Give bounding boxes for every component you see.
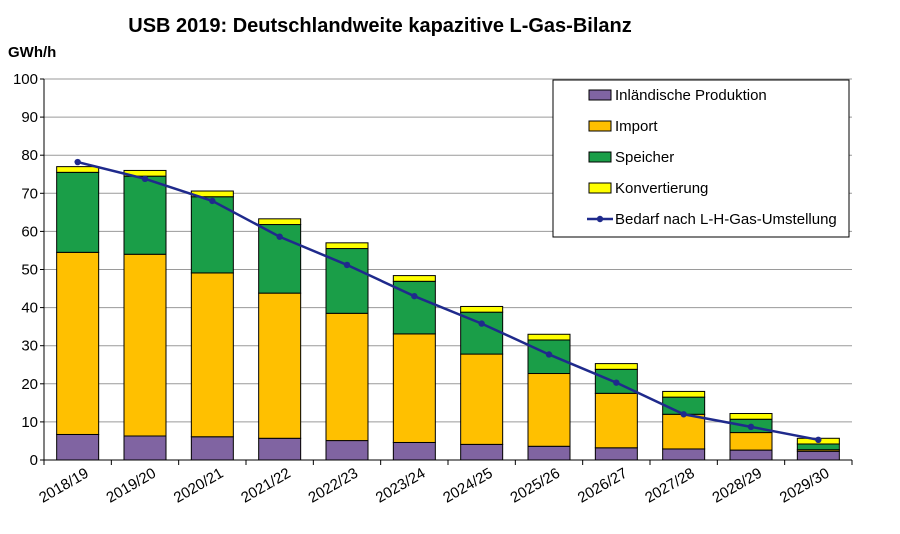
- bar-inl-ndische-produktion-2026-27: [594, 447, 638, 461]
- bar-konvertierung-2024-25: [460, 305, 504, 313]
- bar-speicher-2025-26: [527, 339, 571, 375]
- x-ticks: 2018/19 2019/20 2020/21 2021/22 2022/23 2023/…: [36, 465, 832, 507]
- bar-import-2019-20: [123, 253, 167, 437]
- x-tick-label: 2023/24: [373, 465, 428, 507]
- bar-import-2021-22: [258, 292, 302, 439]
- bar-import-2028-29: [729, 432, 773, 451]
- bar-import-2024-25: [460, 353, 504, 445]
- bar-konvertierung-2018-19: [56, 166, 100, 173]
- y-tick-label: 70: [21, 185, 38, 202]
- y-tick-label: 40: [21, 300, 38, 317]
- y-tick-label: 90: [21, 109, 38, 126]
- y-axis-label: GWh/h: [8, 44, 56, 61]
- bar-speicher-2019-20: [123, 175, 167, 255]
- y-tick-label: 0: [30, 452, 38, 469]
- x-tick-label: 2018/19: [36, 465, 91, 507]
- bar-inl-ndische-produktion-2023-24: [392, 441, 436, 461]
- x-tick-label: 2029/30: [777, 465, 832, 507]
- line-point-2022-23: [343, 261, 351, 269]
- bar-inl-ndische-produktion-2028-29: [729, 449, 773, 461]
- bar-import-2023-24: [392, 333, 436, 443]
- bar-inl-ndische-produktion-2021-22: [258, 437, 302, 461]
- legend-label-inl-ndische-produktion: Inländische Produktion: [615, 87, 767, 104]
- chart-title: USB 2019: Deutschlandweite kapazitive L-…: [128, 15, 632, 37]
- line-point-2020-21: [209, 197, 216, 205]
- line-bedarf-nach-l-h-gas-umstellung: [77, 160, 819, 442]
- legend-label-import: Import: [615, 118, 658, 135]
- bar-speicher-2029-30: [796, 443, 840, 451]
- bar-konvertierung-2021-22: [258, 218, 302, 226]
- bar-inl-ndische-produktion-2024-25: [460, 443, 504, 461]
- x-tick-label: 2021/22: [238, 465, 293, 507]
- line-point-2021-22: [276, 233, 283, 240]
- bar-inl-ndische-produktion-2025-26: [527, 445, 571, 461]
- y-tick-label: 50: [21, 262, 38, 279]
- bar-import-2022-23: [325, 312, 369, 442]
- legend-swatch-inl-ndische-produktion: [588, 89, 612, 101]
- bar-import-2018-19: [56, 251, 100, 435]
- y-tick-label: 100: [13, 71, 38, 88]
- legend-marker: [596, 215, 604, 223]
- legend-swatch-import: [588, 120, 612, 132]
- legend-label-speicher: Speicher: [615, 149, 674, 166]
- x-tick-label: 2026/27: [575, 465, 630, 507]
- bar-import-2026-27: [594, 392, 638, 449]
- bar-konvertierung-2022-23: [325, 242, 369, 250]
- line-point-2029-30: [815, 436, 822, 444]
- legend-label-bedarf-nach-l-h-gas-umstellung: Bedarf nach L-H-Gas-Umstellung: [615, 211, 837, 228]
- demand-line: [74, 158, 822, 444]
- bar-import-2020-21: [190, 272, 234, 438]
- bar-inl-ndische-produktion-2019-20: [123, 435, 167, 461]
- y-ticks: 0 10 20 30 40 50 60 70 80 90 100: [13, 71, 44, 469]
- bar-konvertierung-2023-24: [392, 275, 436, 282]
- legend-label-konvertierung: Konvertierung: [615, 180, 708, 197]
- line-point-2024-25: [478, 320, 485, 327]
- legend: Inländische Produktion Import Speicher Konv…: [552, 79, 850, 238]
- bar-import-2025-26: [527, 373, 571, 447]
- x-tick-label: 2025/26: [508, 465, 563, 507]
- y-tick-label: 60: [21, 223, 38, 240]
- bar-inl-ndische-produktion-2018-19: [56, 433, 100, 461]
- legend-swatch-konvertierung: [588, 182, 612, 194]
- x-tick-label: 2019/20: [104, 465, 159, 507]
- y-tick-label: 30: [21, 338, 38, 355]
- x-tick-label: 2027/28: [642, 465, 697, 507]
- x-tick-label: 2028/29: [710, 465, 765, 507]
- bars: [56, 166, 840, 461]
- bar-import-2027-28: [662, 413, 706, 450]
- bar-konvertierung-2026-27: [594, 363, 638, 370]
- y-tick-label: 10: [21, 414, 38, 431]
- line-point-2026-27: [613, 379, 620, 386]
- bar-konvertierung-2027-28: [662, 390, 706, 398]
- line-point-2018-19: [74, 158, 81, 166]
- line-point-2027-28: [680, 411, 687, 418]
- y-tick-label: 20: [21, 376, 38, 393]
- legend-swatch-speicher: [588, 151, 612, 163]
- x-tick-label: 2024/25: [440, 465, 495, 507]
- x-tick-label: 2020/21: [171, 465, 226, 507]
- bar-inl-ndische-produktion-2029-30: [796, 450, 840, 461]
- bar-inl-ndische-produktion-2020-21: [190, 436, 234, 461]
- bar-inl-ndische-produktion-2027-28: [662, 448, 706, 461]
- bar-inl-ndische-produktion-2022-23: [325, 440, 369, 461]
- line-point-2028-29: [747, 423, 755, 431]
- axes: [43, 79, 853, 465]
- line-point-2023-24: [411, 292, 418, 300]
- line-point-2019-20: [141, 175, 149, 183]
- line-point-2025-26: [545, 351, 553, 358]
- y-tick-label: 80: [21, 147, 38, 164]
- x-tick-label: 2022/23: [306, 465, 361, 507]
- bar-konvertierung-2025-26: [527, 333, 571, 341]
- bar-konvertierung-2028-29: [729, 413, 773, 420]
- bar-speicher-2018-19: [56, 171, 100, 253]
